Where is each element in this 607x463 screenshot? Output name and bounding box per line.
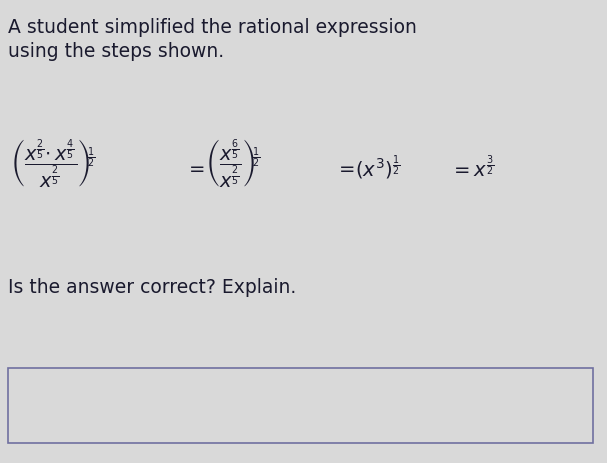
Text: $\left(x^{3}\right)^{\frac{1}{2}}$: $\left(x^{3}\right)^{\frac{1}{2}}$ — [355, 154, 400, 182]
Text: $\left(\dfrac{x^{\frac{6}{5}}}{x^{\frac{2}{5}}}\right)^{\!\!\frac{1}{2}}$: $\left(\dfrac{x^{\frac{6}{5}}}{x^{\frac{… — [205, 137, 260, 189]
Text: A student simplified the rational expression: A student simplified the rational expres… — [8, 18, 417, 37]
Text: $\left(\dfrac{x^{\frac{2}{5}} {\cdot}\, x^{\frac{4}{5}}}{x^{\frac{2}{5}}}\right): $\left(\dfrac{x^{\frac{2}{5}} {\cdot}\, … — [10, 137, 95, 189]
Text: using the steps shown.: using the steps shown. — [8, 42, 224, 61]
FancyBboxPatch shape — [8, 368, 593, 443]
Text: Is the answer correct? Explain.: Is the answer correct? Explain. — [8, 278, 296, 297]
Text: $=$: $=$ — [335, 158, 355, 177]
Text: $=$: $=$ — [185, 158, 205, 177]
Text: $= x^{\frac{3}{2}}$: $= x^{\frac{3}{2}}$ — [450, 155, 495, 181]
